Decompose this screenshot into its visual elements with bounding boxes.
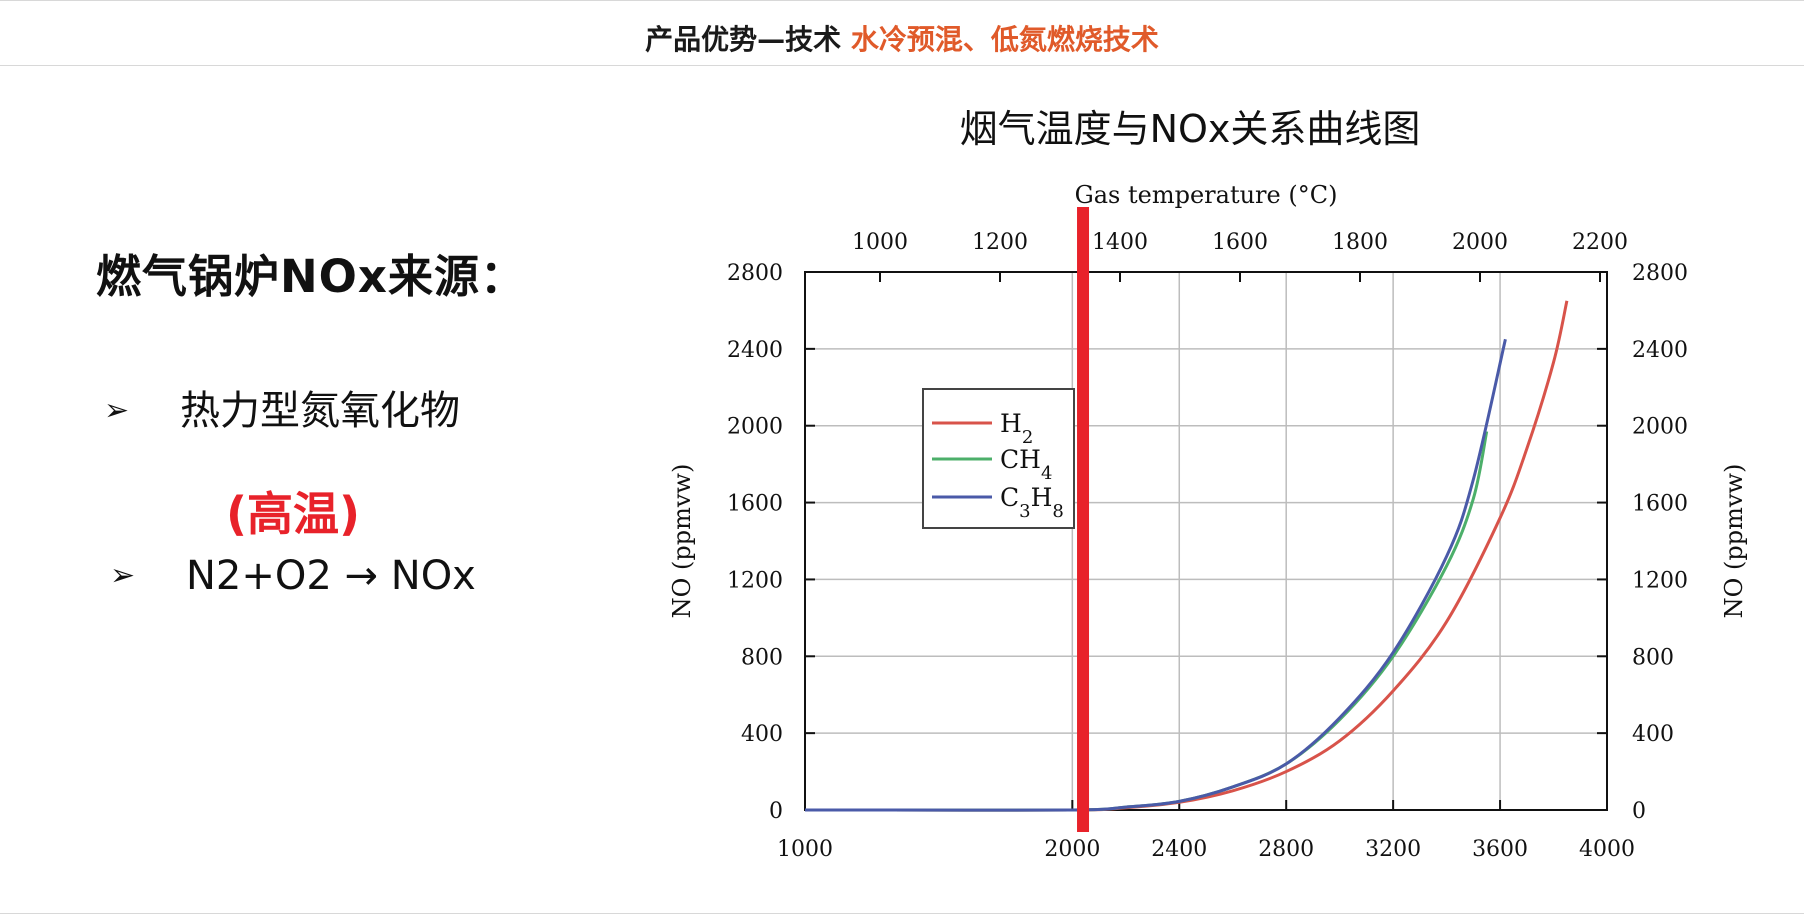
chart-series (805, 300, 1569, 812)
x-tick-label: 1000 (777, 837, 833, 862)
temperature-marker-line (1077, 207, 1090, 832)
legend-label-h2: H2 (1000, 409, 1033, 448)
top-tick-label: 2000 (1452, 230, 1508, 255)
top-axis-label: Gas temperature (°C) (1075, 181, 1338, 209)
bullet-thermal-nox: ➢ 热力型氮氧化物 (104, 378, 460, 436)
chart-title: 烟气温度与NOx关系曲线图 (959, 107, 1421, 151)
bullet-arrow-icon: ➢ (104, 393, 130, 428)
y-tick-label: 2800 (727, 261, 783, 286)
y-tick-label-right: 1200 (1632, 568, 1688, 593)
x-tick-label: 2800 (1258, 837, 1314, 862)
series-line-ch4 (805, 431, 1489, 812)
header-prefix: 产品优势—技术 (645, 23, 842, 56)
y-tick-label-right: 2800 (1632, 261, 1688, 286)
top-tick-label: 1200 (972, 230, 1028, 255)
top-tick-label: 1400 (1092, 230, 1148, 255)
y-tick-label: 1600 (727, 492, 783, 517)
y-tick-label-right: 2000 (1632, 415, 1688, 440)
series-line-c3h8 (805, 338, 1507, 812)
legend-label-c3h8: C3H8 (1000, 483, 1064, 522)
right-axis-label: NO (ppmvw) (1720, 464, 1748, 619)
y-tick-label-right: 400 (1632, 722, 1674, 747)
y-tick-label: 1200 (727, 568, 783, 593)
y-tick-label-right: 1600 (1632, 492, 1688, 517)
header-highlight: 水冷预混、低氮燃烧技术 (850, 23, 1159, 56)
x-tick-label: 3200 (1365, 837, 1421, 862)
y-tick-label-right: 2400 (1632, 338, 1688, 363)
bullet-arrow-icon: ➢ (110, 558, 136, 593)
bullet-reaction: ➢ N2+O2 → NOx (110, 553, 476, 599)
plot-frame (804, 271, 1608, 811)
y-tick-label: 800 (741, 645, 783, 670)
nox-source-title: 燃气锅炉NOx来源： (96, 250, 526, 303)
y-tick-label: 0 (769, 799, 783, 824)
bullet-thermal-nox-text: 热力型氮氧化物 (180, 388, 460, 434)
x-tick-label: 2000 (1044, 837, 1100, 862)
legend-label-ch4: CH4 (1000, 445, 1052, 484)
top-tick-label: 1000 (852, 230, 908, 255)
chart-grid (805, 272, 1607, 810)
high-temperature-note: (高温) (226, 487, 361, 541)
header-bar: 产品优势—技术 水冷预混、低氮燃烧技术 (0, 0, 1804, 66)
axis-ticks: 0 0 400 400 800 800 1200 1200 1600 1600 2000 2000 24… (727, 230, 1688, 862)
y-tick-label: 400 (741, 722, 783, 747)
reaction-equation: N2+O2 → NOx (186, 553, 476, 599)
x-tick-label: 3600 (1472, 837, 1528, 862)
top-tick-label: 2200 (1572, 230, 1628, 255)
y-tick-label: 2000 (727, 415, 783, 440)
bottom-divider (0, 913, 1804, 914)
x-tick-label: 2400 (1151, 837, 1207, 862)
header-title: 产品优势—技术 水冷预混、低氮燃烧技术 (0, 18, 1804, 58)
y-tick-label: 2400 (727, 338, 783, 363)
left-axis-label: NO (ppmvw) (668, 464, 696, 619)
y-tick-label-right: 800 (1632, 645, 1674, 670)
y-tick-label-right: 0 (1632, 799, 1646, 824)
top-tick-label: 1800 (1332, 230, 1388, 255)
top-tick-label: 1600 (1212, 230, 1268, 255)
x-tick-label: 4000 (1579, 837, 1635, 862)
